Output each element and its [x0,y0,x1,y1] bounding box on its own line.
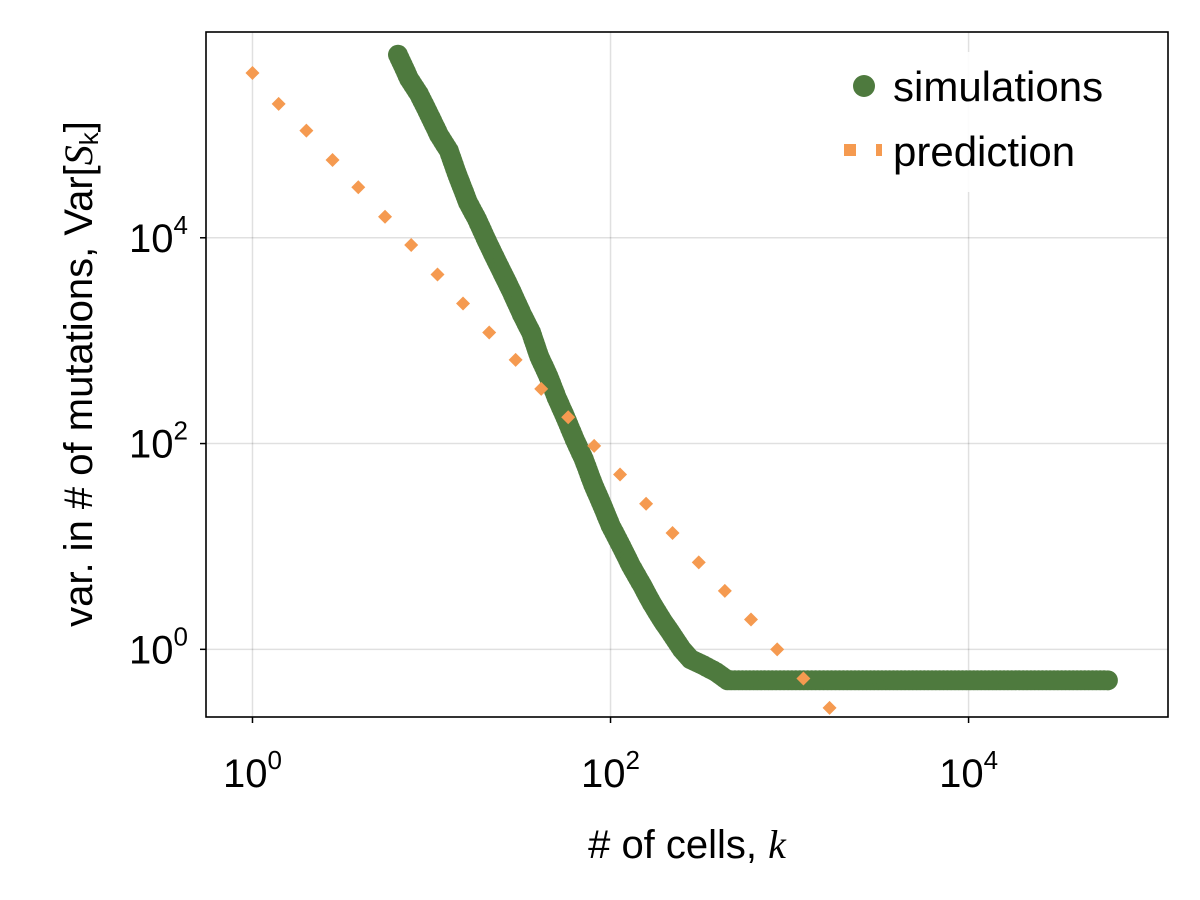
y-tick-labels: 100 102 104 [129,210,188,673]
y-tick-label: 102 [129,416,188,467]
x-tick-marks [251,717,970,723]
prediction-point [665,526,680,541]
y-tick-label: 104 [129,210,188,261]
legend: simulations prediction [830,52,1160,192]
legend-prediction-dash-2 [876,144,882,156]
prediction-point [796,671,811,686]
x-tick-label: 100 [223,745,282,796]
prediction-point [508,352,523,367]
prediction-point [822,700,837,715]
prediction-point [378,209,393,224]
prediction-point [245,65,260,80]
y-tick-marks [200,237,206,651]
prediction-point [691,555,706,570]
prediction-point [534,381,549,396]
prediction-point [770,642,785,657]
y-tick-label: 100 [129,621,188,672]
x-axis-label: # of cells, k [588,822,787,867]
prediction-point [351,180,366,195]
prediction-point [587,438,602,453]
plot-frame [205,31,1169,718]
prediction-point [743,612,758,627]
plot-area-clip-group [245,44,1118,715]
legend-simulations-label: simulations [893,63,1103,110]
prediction-point [404,238,419,253]
x-tick-labels: 100 102 104 [223,745,998,796]
legend-background [830,52,1160,192]
prediction-point [482,325,497,340]
legend-prediction-label: prediction [893,128,1075,175]
prediction-point [299,123,314,138]
legend-simulations-marker [853,75,875,97]
x-tick-label: 104 [939,745,998,796]
prediction-point [271,96,286,111]
series-simulations [388,44,1118,691]
y-axis-label: var. in # of mutations, Var[Sk] [56,121,104,627]
prediction-point [430,267,445,282]
prediction-point [613,467,628,482]
prediction-point [456,296,471,311]
prediction-point [561,410,576,425]
prediction-point [717,583,732,598]
legend-prediction-dash-1 [844,144,856,156]
prediction-point [639,496,654,511]
series-prediction [245,65,837,715]
prediction-point [325,153,340,168]
simulation-point [1097,670,1118,691]
x-tick-label: 102 [581,745,640,796]
